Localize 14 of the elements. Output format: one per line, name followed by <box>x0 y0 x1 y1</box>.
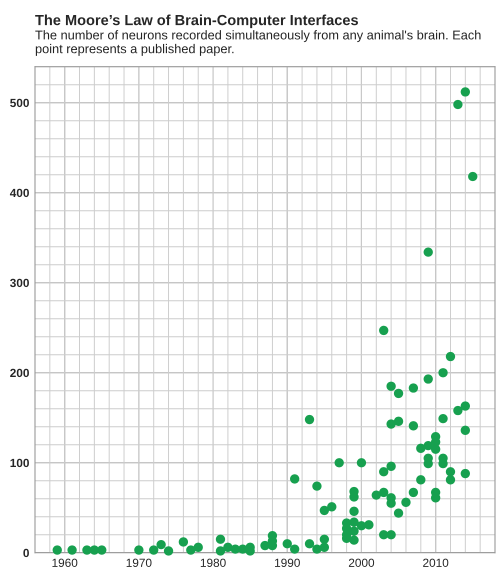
y-tick-label: 300 <box>10 278 29 288</box>
y-tick-label: 100 <box>10 458 29 468</box>
x-tick-label: 2010 <box>423 558 448 567</box>
x-tick-label: 1970 <box>126 558 152 567</box>
x-tick-label: 1990 <box>275 558 300 567</box>
y-tick-label: 500 <box>10 98 29 108</box>
chart-subtitle: The number of neurons recorded simultaneously from any animal's brain. Each point represents a published paper. <box>35 30 481 56</box>
y-tick-label: 200 <box>10 368 29 378</box>
y-tick-label: 0 <box>23 548 29 558</box>
x-tick-label: 1980 <box>200 558 226 567</box>
x-tick-label: 2000 <box>348 558 374 567</box>
chart-title: The Moore’s Law of Brain-Computer Interfaces <box>35 14 358 28</box>
y-tick-label: 400 <box>10 188 29 198</box>
x-tick-label: 1960 <box>52 558 78 567</box>
